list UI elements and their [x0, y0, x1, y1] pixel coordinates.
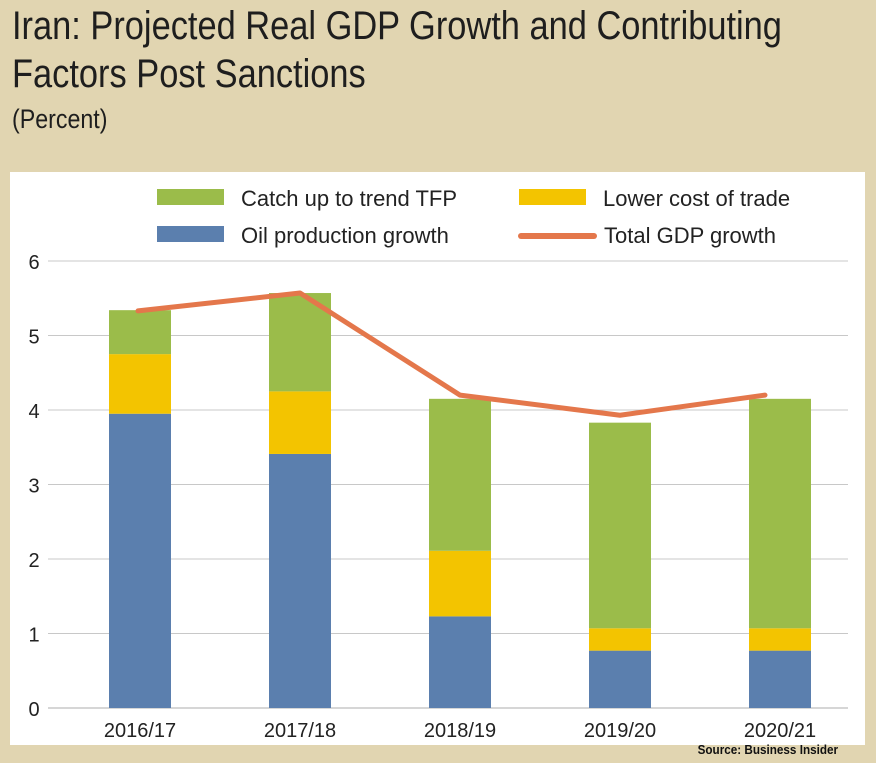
legend-swatch: [157, 226, 224, 242]
legend-swatch: [157, 189, 224, 205]
bar-segment: [589, 422, 651, 629]
x-tick-label: 2018/19: [424, 720, 496, 742]
bar-segment: [429, 550, 491, 617]
bar-segment: [589, 628, 651, 651]
total-line: [135, 290, 768, 418]
legend-swatch: [519, 189, 586, 205]
chart-title-line2: Factors Post Sanctions: [12, 52, 366, 96]
legend: Catch up to trend TFP Lower cost of trade…: [157, 186, 790, 248]
x-tick-label: 2020/21: [744, 720, 816, 742]
y-tick-label: 5: [28, 327, 39, 349]
bar-segment: [749, 398, 811, 629]
bar-segment: [749, 628, 811, 651]
bar-segment: [429, 398, 491, 551]
x-tick-label: 2016/17: [104, 720, 176, 742]
bar-segment: [109, 354, 171, 414]
bars: [109, 293, 811, 708]
chart-title: Iran: Projected Real GDP Growth and Cont…: [12, 2, 782, 98]
bar-segment: [269, 293, 331, 392]
bar-segment: [429, 616, 491, 708]
chart-title-line1: Iran: Projected Real GDP Growth and Cont…: [12, 4, 782, 48]
y-tick-label: 3: [28, 476, 39, 498]
y-axis-ticks: 0 1 2 3 4 5 6: [28, 252, 39, 721]
chart-subtitle: (Percent): [12, 104, 108, 134]
legend-label: Lower cost of trade: [603, 186, 790, 211]
bar-segment: [269, 391, 331, 454]
bar-segment: [749, 650, 811, 708]
x-tick-label: 2017/18: [264, 720, 336, 742]
y-tick-label: 2: [28, 550, 39, 572]
y-tick-label: 0: [28, 699, 39, 721]
y-tick-label: 4: [28, 401, 39, 423]
bar-segment: [589, 650, 651, 708]
y-tick-label: 1: [28, 625, 39, 647]
legend-label: Oil production growth: [241, 223, 449, 248]
source-note: Source: Business Insider: [697, 742, 838, 757]
total-gdp-line: [135, 290, 768, 418]
legend-label: Catch up to trend TFP: [241, 186, 457, 211]
x-axis-ticks: 2016/17 2017/18 2018/19 2019/20 2020/21: [104, 720, 816, 742]
x-tick-label: 2019/20: [584, 720, 656, 742]
bar-segment: [269, 453, 331, 708]
y-tick-label: 6: [28, 252, 39, 274]
legend-label: Total GDP growth: [604, 223, 776, 248]
bar-segment: [109, 310, 171, 355]
bar-segment: [109, 413, 171, 708]
